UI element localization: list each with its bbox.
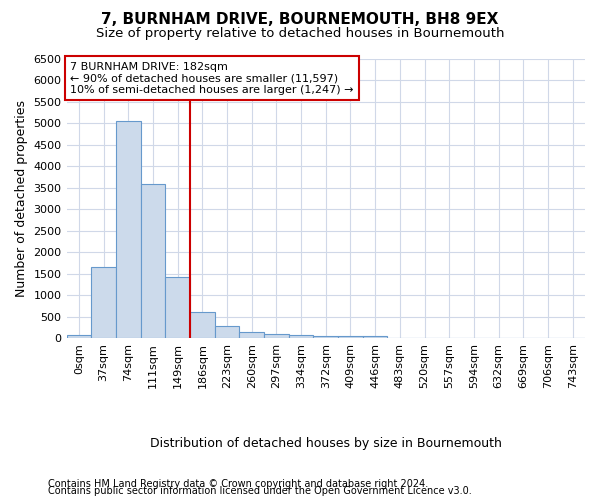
- X-axis label: Distribution of detached houses by size in Bournemouth: Distribution of detached houses by size …: [150, 437, 502, 450]
- Bar: [190, 312, 215, 338]
- Bar: [215, 326, 239, 338]
- Text: Size of property relative to detached houses in Bournemouth: Size of property relative to detached ho…: [96, 28, 504, 40]
- Bar: [338, 336, 363, 338]
- Bar: [165, 278, 190, 338]
- Bar: [116, 122, 140, 338]
- Bar: [239, 332, 264, 338]
- Text: 7 BURNHAM DRIVE: 182sqm
← 90% of detached houses are smaller (11,597)
10% of sem: 7 BURNHAM DRIVE: 182sqm ← 90% of detache…: [70, 62, 354, 95]
- Bar: [264, 334, 289, 338]
- Bar: [140, 184, 165, 338]
- Text: Contains public sector information licensed under the Open Government Licence v3: Contains public sector information licen…: [48, 486, 472, 496]
- Text: 7, BURNHAM DRIVE, BOURNEMOUTH, BH8 9EX: 7, BURNHAM DRIVE, BOURNEMOUTH, BH8 9EX: [101, 12, 499, 28]
- Bar: [91, 268, 116, 338]
- Y-axis label: Number of detached properties: Number of detached properties: [15, 100, 28, 297]
- Bar: [289, 335, 313, 338]
- Text: Contains HM Land Registry data © Crown copyright and database right 2024.: Contains HM Land Registry data © Crown c…: [48, 479, 428, 489]
- Bar: [67, 335, 91, 338]
- Bar: [363, 336, 388, 338]
- Bar: [313, 336, 338, 338]
